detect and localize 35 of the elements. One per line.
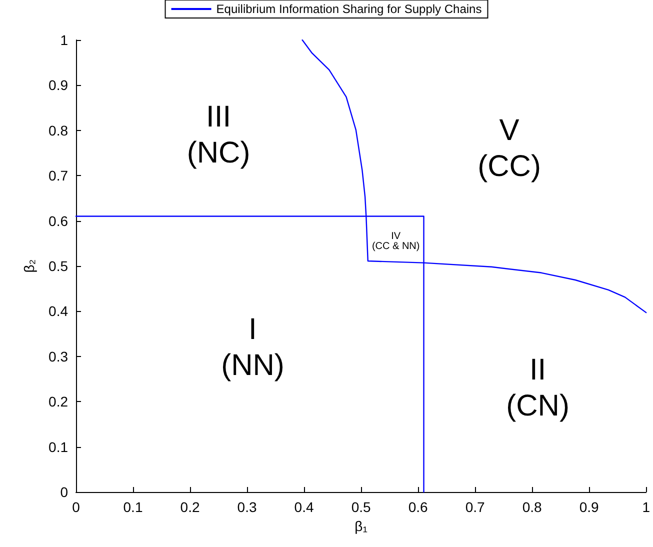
- y-tick-label: 0.8: [48, 122, 68, 138]
- x-tick-label: 0: [72, 499, 80, 515]
- y-tick-label: 1: [60, 32, 68, 48]
- annotation: V: [499, 114, 520, 147]
- y-tick-label: 0.9: [48, 77, 68, 94]
- legend-label: Equilibrium Information Sharing for Supply Chains: [216, 2, 482, 16]
- y-tick-label: 0: [60, 484, 68, 500]
- x-tick-label: 0.2: [180, 499, 200, 515]
- annotation: II: [529, 353, 546, 386]
- y-tick-label: 0.2: [48, 394, 68, 410]
- x-tick-label: 0.5: [351, 499, 371, 515]
- annotation: (NN): [221, 348, 284, 382]
- x-tick-label: 0.6: [408, 499, 428, 515]
- y-tick-label: 0.5: [48, 258, 68, 274]
- x-tick-label: 0.8: [522, 499, 542, 515]
- annotation: (CC): [478, 150, 541, 184]
- y-tick-label: 0.3: [48, 348, 68, 364]
- annotation: (NC): [186, 136, 250, 170]
- y-tick-label: 0.1: [48, 438, 68, 455]
- annotation: III: [206, 100, 232, 134]
- x-tick-label: 0.1: [123, 499, 143, 515]
- annotation: IV: [391, 231, 401, 242]
- x-tick-label: 0.9: [579, 499, 600, 515]
- x-tick-label: 0.4: [294, 499, 314, 515]
- annotation: (CN): [506, 390, 570, 423]
- annotation: I: [248, 312, 257, 346]
- x-tick-label: 1: [642, 499, 650, 515]
- y-tick-label: 0.6: [48, 212, 68, 229]
- annotation: (CC & NN): [372, 241, 420, 252]
- x-axis-title: β₁: [354, 518, 368, 534]
- y-tick-label: 0.7: [48, 168, 68, 184]
- x-tick-label: 0.3: [237, 499, 257, 515]
- y-axis-title: β₂: [21, 259, 37, 273]
- y-tick-label: 0.4: [48, 303, 68, 320]
- x-tick-label: 0.7: [465, 499, 486, 515]
